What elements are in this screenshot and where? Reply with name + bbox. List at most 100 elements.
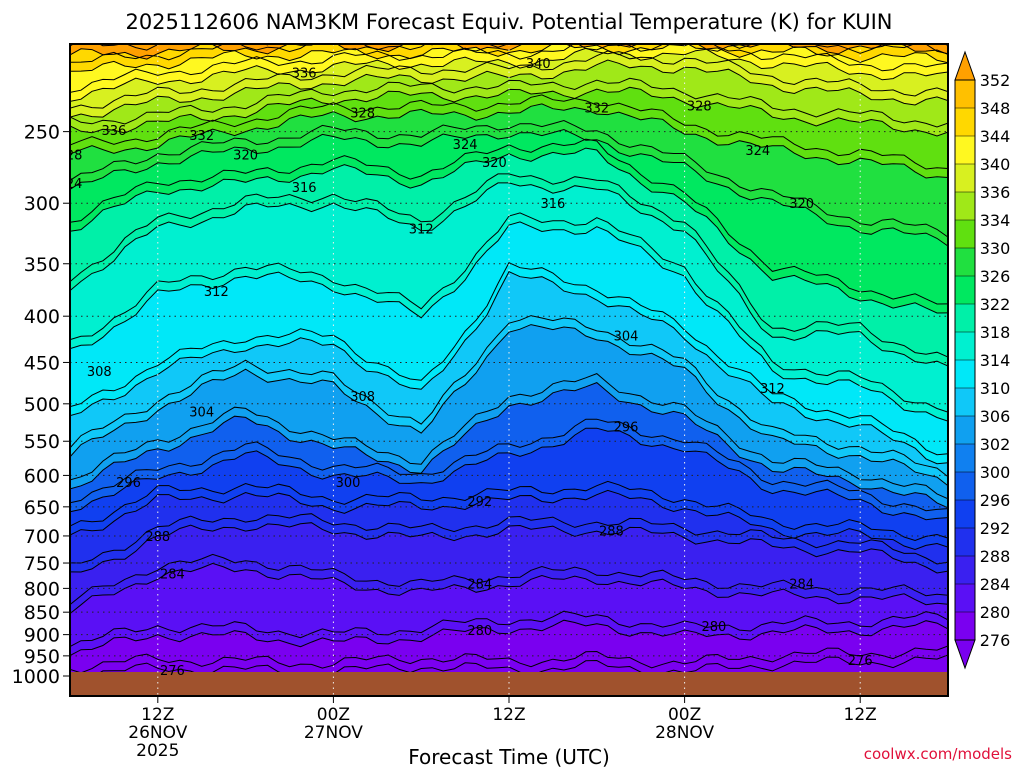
contour-label: 276 xyxy=(160,664,185,679)
contour-label: 316 xyxy=(540,197,565,212)
time-tick-year: 2025 xyxy=(136,741,179,761)
grid-lines xyxy=(70,44,948,696)
colorbar-level-label: 280 xyxy=(980,603,1011,622)
contour-label: 336 xyxy=(101,124,126,139)
contour-line xyxy=(70,128,948,247)
contour-label: 304 xyxy=(189,406,214,421)
colorbar-level-label: 306 xyxy=(980,407,1011,426)
colorbar-swatch xyxy=(955,612,975,640)
colorbar-swatch xyxy=(955,220,975,248)
colorbar-level-label: 348 xyxy=(980,99,1011,118)
contour-line xyxy=(70,44,948,63)
time-tick-date: 26NOV xyxy=(128,723,187,743)
contour-label: 280 xyxy=(701,620,726,635)
contour-label: 312 xyxy=(760,382,785,397)
contour-label: 340 xyxy=(526,57,551,72)
time-tick-label: 12Z xyxy=(844,705,877,725)
contour-line xyxy=(70,645,948,674)
contour-line xyxy=(70,147,948,314)
colorbar-level-label: 284 xyxy=(980,575,1011,594)
contour-label: 284 xyxy=(467,577,492,592)
contour-label: 332 xyxy=(584,101,609,116)
colorbar-swatch xyxy=(955,164,975,192)
colorbar-swatch xyxy=(955,304,975,332)
contour-line xyxy=(70,173,948,358)
contour-label: 288 xyxy=(145,530,170,545)
colorbar-swatch xyxy=(955,136,975,164)
contour-label: 308 xyxy=(350,390,375,405)
contour-label: 296 xyxy=(614,421,639,436)
pressure-tick-label: 300 xyxy=(24,193,60,215)
colorbar-level-label: 318 xyxy=(980,323,1011,342)
chart-title: 2025112606 NAM3KM Forecast Equiv. Potent… xyxy=(125,10,892,34)
contour-line xyxy=(70,324,948,487)
colorbar-swatch xyxy=(955,528,975,556)
contour-line xyxy=(70,562,948,614)
color-bands xyxy=(70,44,948,696)
contour-labels: 276 276 280 280 284 284 284 288 288 296 300 292 296 3… xyxy=(70,57,873,679)
colorbar-level-label: 352 xyxy=(980,71,1011,90)
contour-line xyxy=(70,103,948,179)
contour-line xyxy=(70,94,948,170)
colorbar-level-label: 344 xyxy=(980,127,1011,146)
contour-label: 292 xyxy=(467,495,492,510)
colorbar-level-label: 326 xyxy=(980,267,1011,286)
contour-line xyxy=(70,271,948,465)
colorbar: 276 280 284 288 292 296 300 302 306 310 314 318 322 3… xyxy=(954,50,1011,670)
contour-label: 316 xyxy=(292,181,317,196)
time-tick-label: 00Z xyxy=(317,705,350,725)
colorbar-min-arrow xyxy=(954,639,976,670)
pressure-tick-label: 850 xyxy=(24,602,60,624)
plot-area: 276 276 280 280 284 284 284 288 288 296 300 292 296 3… xyxy=(70,44,948,696)
contour-label: 324 xyxy=(745,144,770,159)
contour-line xyxy=(70,47,948,102)
x-axis-label: Forecast Time (UTC) xyxy=(408,745,610,768)
contour-line xyxy=(70,44,948,93)
contour-label: 328 xyxy=(687,100,712,115)
contour-label: 296 xyxy=(116,476,141,491)
colorbar-swatch xyxy=(955,584,975,612)
colorbar-swatch xyxy=(955,500,975,528)
time-tick-label: 12Z xyxy=(492,705,525,725)
contour-label: 332 xyxy=(189,129,214,144)
pressure-tick-label: 450 xyxy=(24,352,60,374)
contour-label: 308 xyxy=(87,365,112,380)
pressure-axis: 2503003504004505005506006507007508008509… xyxy=(12,122,70,688)
contour-line xyxy=(70,138,948,305)
contour-label: 324 xyxy=(453,138,478,153)
colorbar-level-label: 336 xyxy=(980,183,1011,202)
colorbar-swatch xyxy=(955,388,975,416)
pressure-tick-label: 950 xyxy=(24,646,60,668)
contour-line xyxy=(70,119,948,238)
time-tick-date: 28NOV xyxy=(655,723,714,743)
colorbar-level-label: 340 xyxy=(980,155,1011,174)
colorbar-level-label: 292 xyxy=(980,519,1011,538)
time-tick-date: 27NOV xyxy=(304,723,363,743)
pressure-tick-label: 800 xyxy=(24,578,60,600)
contour-label: 300 xyxy=(336,476,361,491)
pressure-tick-label: 750 xyxy=(24,553,60,575)
contour-label: 280 xyxy=(467,624,492,639)
colorbar-swatch xyxy=(955,276,975,304)
ground-surface xyxy=(70,672,948,696)
contour-label: 312 xyxy=(409,223,434,238)
colorbar-level-label: 330 xyxy=(980,239,1011,258)
time-tick-label: 00Z xyxy=(668,705,701,725)
pressure-tick-label: 550 xyxy=(24,431,60,453)
site-credit[interactable]: coolwx.com/models xyxy=(864,745,1012,763)
contour-line xyxy=(70,610,948,648)
colorbar-level-label: 314 xyxy=(980,351,1011,370)
colorbar-level-label: 302 xyxy=(980,435,1011,454)
colorbar-swatch xyxy=(955,332,975,360)
contour-line xyxy=(70,418,948,512)
colorbar-level-label: 296 xyxy=(980,491,1011,510)
contour-label: 328 xyxy=(350,106,375,121)
colorbar-swatch xyxy=(955,360,975,388)
contour-line xyxy=(70,382,948,509)
colorbar-level-label: 334 xyxy=(980,211,1011,230)
contour-line xyxy=(70,221,948,422)
contour-label: 336 xyxy=(292,66,317,81)
contour-line xyxy=(70,77,948,128)
pressure-tick-label: 1000 xyxy=(12,666,60,688)
pressure-tick-label: 500 xyxy=(24,394,60,416)
